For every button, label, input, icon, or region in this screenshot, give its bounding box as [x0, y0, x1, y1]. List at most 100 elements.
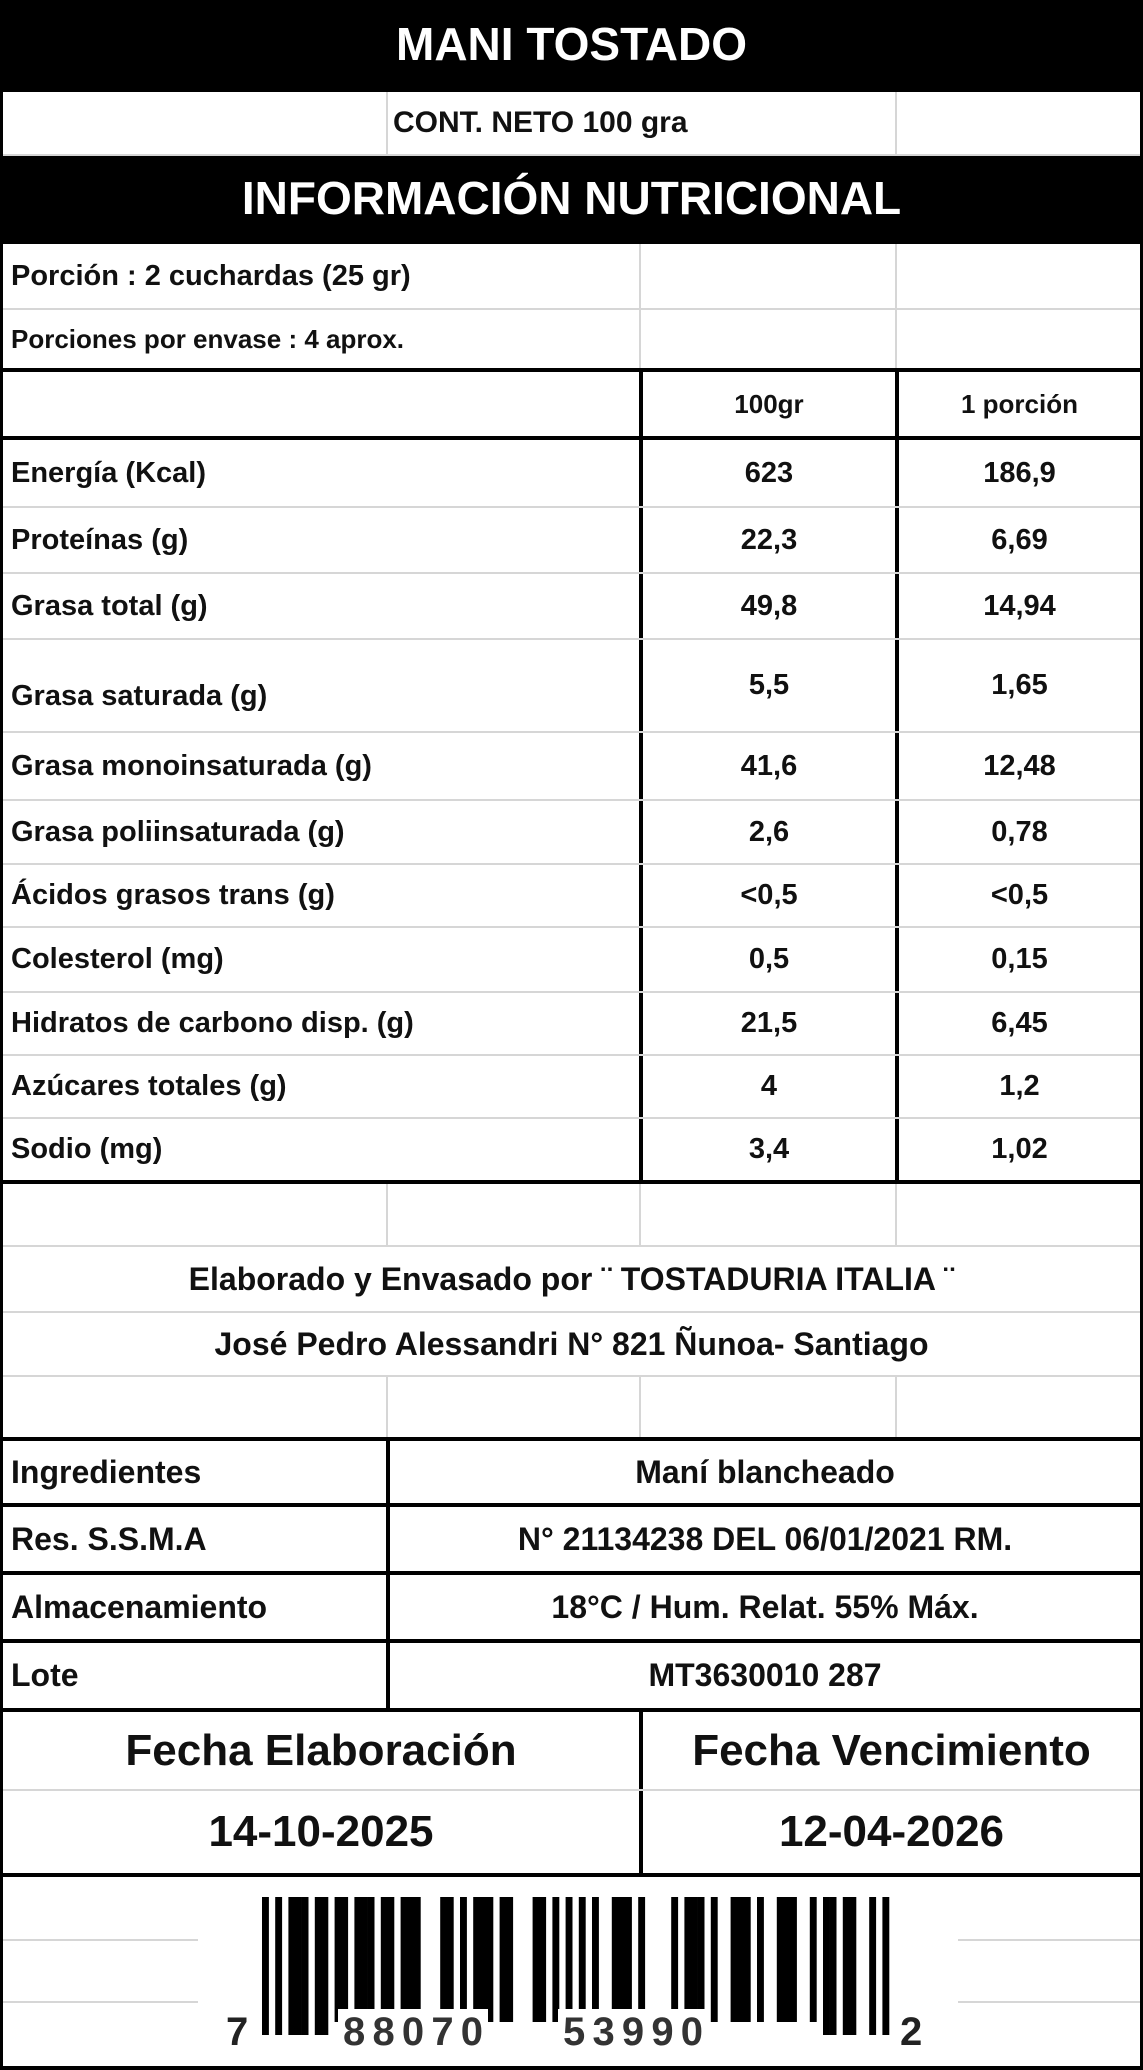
detail-row: Lote MT3630010 287: [3, 1643, 1140, 1712]
barcode-bar: [578, 1897, 586, 2035]
nutrient-value-100gr: 22,3: [639, 508, 895, 572]
barcode-bar: [611, 1897, 619, 2022]
barcode-bar: [809, 1897, 817, 2022]
barcode-bar: [341, 1897, 349, 2022]
nutrient-row: Sodio (mg) 3,4 1,02: [3, 1119, 1140, 1184]
date-value-row: 14-10-2025 12-04-2026: [3, 1791, 1140, 1877]
nutrient-value-portion: 6,45: [895, 993, 1140, 1054]
nutrient-row: Azúcares totales (g) 4 1,2: [3, 1056, 1140, 1119]
barcode-bar: [499, 1897, 507, 2022]
nutrient-value-portion: 14,94: [895, 574, 1140, 638]
date-label-row: Fecha Elaboración Fecha Vencimiento: [3, 1712, 1140, 1791]
nutrient-value-100gr: 0,5: [639, 928, 895, 991]
barcode-bar: [565, 1897, 573, 2035]
barcode-bar: [367, 1897, 375, 2022]
nutrient-name: Hidratos de carbono disp. (g): [11, 1007, 414, 1039]
net-content-row: CONT. NETO 100 gra: [3, 92, 1140, 156]
barcode-bar: [506, 1897, 514, 2022]
barcode-bar: [314, 1897, 322, 2035]
nutrient-name: Ácidos grasos trans (g): [11, 879, 335, 911]
barcode-bar: [737, 1897, 745, 2022]
servings-per-pack-row: Porciones por envase : 4 aprox.: [3, 310, 1140, 372]
address: José Pedro Alessandri N° 821 Ñunoa- Sant…: [214, 1325, 929, 1362]
expiry-date: 12-04-2026: [639, 1791, 1140, 1873]
nutrient-row: Grasa total (g) 49,8 14,94: [3, 574, 1140, 640]
nutrient-name: Grasa total (g): [11, 589, 208, 622]
barcode-bar: [790, 1897, 797, 2022]
nutrient-name: Sodio (mg): [11, 1133, 163, 1165]
barcode-bar: [479, 1897, 487, 2022]
barcode-bar: [532, 1897, 540, 2022]
barcode-bar: [334, 1897, 342, 2022]
nutrient-value-100gr: 3,4: [639, 1119, 895, 1180]
nutrient-value-100gr: 4: [639, 1056, 895, 1117]
barcode-bar: [446, 1897, 454, 2022]
detail-value: 18°C / Hum. Relat. 55% Máx.: [386, 1575, 1140, 1639]
nutrient-name: Azúcares totales (g): [11, 1070, 287, 1102]
detail-value: MT3630010 287: [386, 1643, 1140, 1708]
barcode-bar: [882, 1897, 890, 2035]
barcode-bar: [776, 1897, 784, 2022]
barcode-bar: [539, 1897, 547, 2022]
barcode-bar: [849, 1897, 857, 2035]
nutrient-row: Grasa saturada (g) 5,5 1,65: [3, 640, 1140, 733]
barcode-bar: [361, 1897, 368, 2022]
barcode-bar: [275, 1897, 283, 2035]
nutrient-name: Grasa monoinsaturada (g): [11, 749, 372, 782]
producer: Elaborado y Envasado por ¨ TOSTADURIA IT…: [188, 1260, 955, 1297]
production-date-label: Fecha Elaboración: [125, 1725, 517, 1775]
barcode-bar: [671, 1897, 679, 2022]
nutrient-row: Energía (Kcal) 623 186,9: [3, 440, 1140, 508]
servings-per-pack: Porciones por envase : 4 aprox.: [11, 323, 405, 354]
nutrient-value-portion: 12,48: [895, 733, 1140, 799]
nutrient-value-portion: 1,65: [895, 640, 1140, 731]
barcode-bar: [301, 1897, 309, 2035]
nutrient-value-100gr: 5,5: [639, 640, 895, 731]
barcode-bar: [473, 1897, 481, 2022]
nutrient-value-portion: 1,2: [895, 1056, 1140, 1117]
barcode-area: 7 88070 53990 2: [3, 1877, 1140, 2066]
barcode-bar: [869, 1897, 877, 2035]
nutrient-name: Grasa poliinsaturada (g): [11, 815, 345, 848]
barcode-bar: [380, 1897, 388, 2022]
section-title: INFORMACIÓN NUTRICIONAL: [241, 172, 902, 224]
barcode-bar: [625, 1897, 632, 2022]
product-title-bar: MANI TOSTADO: [3, 0, 1140, 92]
address-row: José Pedro Alessandri N° 821 Ñunoa- Sant…: [3, 1313, 1140, 1377]
nutrient-value-portion: 0,15: [895, 928, 1140, 991]
barcode: 7 88070 53990 2: [198, 1877, 958, 2066]
barcode-bar: [823, 1897, 830, 2035]
net-content: CONT. NETO 100 gra: [393, 106, 688, 139]
nutrient-value-100gr: 21,5: [639, 993, 895, 1054]
detail-row: Ingredientes Maní blancheado: [3, 1441, 1140, 1507]
barcode-bar: [295, 1897, 302, 2035]
barcode-bar: [486, 1897, 494, 2022]
blank-row: [3, 1377, 1140, 1441]
detail-value: Maní blancheado: [386, 1441, 1140, 1503]
nutrient-row: Hidratos de carbono disp. (g) 21,5 6,45: [3, 993, 1140, 1056]
detail-label: Res. S.S.M.A: [11, 1520, 207, 1557]
barcode-bar: [552, 1897, 560, 2022]
nutrient-value-portion: <0,5: [895, 865, 1140, 926]
detail-row: Res. S.S.M.A N° 21134238 DEL 06/01/2021 …: [3, 1507, 1140, 1575]
detail-label: Almacenamiento: [11, 1588, 268, 1625]
barcode-bar: [288, 1897, 296, 2035]
barcode-bar: [684, 1897, 692, 2022]
nutrient-value-100gr: 2,6: [639, 801, 895, 863]
nutrient-row: Colesterol (mg) 0,5 0,15: [3, 928, 1140, 993]
serving-size: Porción : 2 cuchardas (25 gr): [11, 259, 411, 292]
barcode-bar: [400, 1897, 408, 2022]
barcode-bar: [743, 1897, 751, 2022]
barcode-bar: [592, 1897, 599, 2022]
nutrient-value-portion: 1,02: [895, 1119, 1140, 1180]
barcode-bar: [730, 1897, 738, 2022]
detail-row: Almacenamiento 18°C / Hum. Relat. 55% Má…: [3, 1575, 1140, 1643]
barcode-bar: [783, 1897, 791, 2022]
expiry-date-label: Fecha Vencimiento: [639, 1712, 1140, 1789]
barcode-bar: [460, 1897, 467, 2022]
nutrient-name: Proteínas (g): [11, 523, 189, 556]
detail-label: Ingredientes: [11, 1453, 202, 1490]
barcode-bar: [697, 1897, 705, 2022]
nutrient-name: Energía (Kcal): [11, 456, 206, 489]
